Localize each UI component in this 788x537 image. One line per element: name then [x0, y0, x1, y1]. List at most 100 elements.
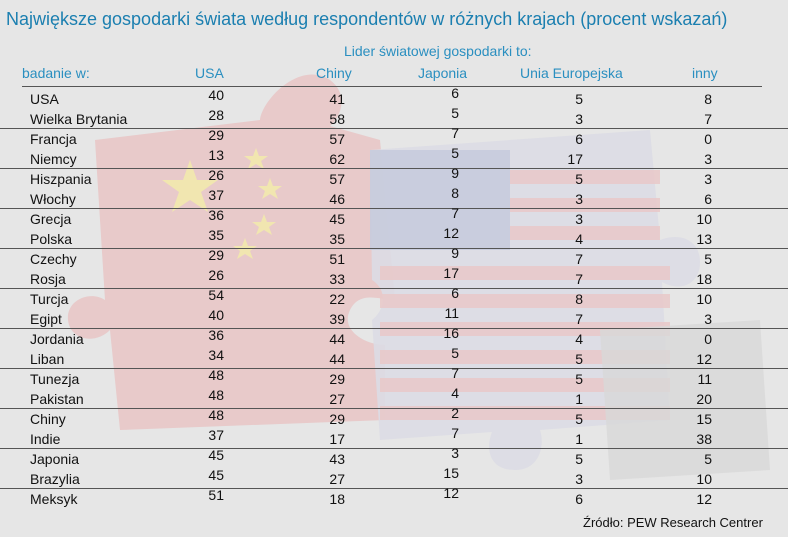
cell-country: Meksyk	[30, 491, 78, 507]
cell-japonia: 7	[451, 425, 459, 441]
cell-country: Czechy	[30, 251, 77, 267]
cell-chiny: 44	[329, 331, 345, 347]
cell-chiny: 58	[329, 111, 345, 127]
cell-country: Francja	[30, 131, 77, 147]
cell-country: Jordania	[30, 331, 84, 347]
table-row: Włochy 37 46 8 3 6	[0, 185, 788, 209]
cell-japonia: 6	[451, 85, 459, 101]
table-row: Czechy 29 51 9 7 5	[0, 245, 788, 268]
cell-inny: 13	[696, 231, 712, 247]
china-flag-star	[244, 148, 268, 169]
table-row: Hiszpania 26 57 9 5 3	[0, 165, 788, 188]
cell-unia-europejska: 6	[575, 131, 583, 147]
cell-usa: 40	[208, 307, 224, 323]
cell-inny: 0	[704, 331, 712, 347]
column-header-usa: USA	[195, 65, 224, 81]
cell-japonia: 2	[451, 405, 459, 421]
usa-flag-stripes	[380, 170, 670, 420]
cell-country: Tunezja	[30, 371, 80, 387]
cell-unia-europejska: 3	[575, 471, 583, 487]
cell-inny: 5	[704, 251, 712, 267]
cell-inny: 10	[696, 291, 712, 307]
cell-inny: 3	[704, 151, 712, 167]
cell-unia-europejska: 3	[575, 211, 583, 227]
cell-country: Liban	[30, 351, 65, 367]
cell-usa: 48	[208, 387, 224, 403]
chart-title: Największe gospodarki świata według resp…	[6, 9, 728, 29]
cell-unia-europejska: 8	[575, 291, 583, 307]
grey-puzzle-piece	[600, 320, 770, 480]
cell-usa: 48	[208, 367, 224, 383]
cell-chiny: 17	[329, 431, 345, 447]
cell-japonia: 12	[443, 485, 459, 501]
cell-japonia: 7	[451, 205, 459, 221]
cell-japonia: 15	[443, 465, 459, 481]
cell-usa: 35	[208, 227, 224, 243]
column-header-japonia: Japonia	[418, 65, 468, 81]
cell-japonia: 7	[451, 125, 459, 141]
china-flag-star	[252, 214, 276, 235]
source-note: Źródło: PEW Research Centrer	[583, 515, 763, 530]
table-row: Jordania 36 44 16 4 0	[0, 325, 788, 348]
table-row: Francja 29 57 7 6 0	[0, 125, 788, 148]
cell-japonia: 11	[444, 305, 459, 321]
table-row: Polska 35 35 12 4 13	[0, 225, 788, 249]
china-flag-puzzle-piece	[67, 74, 396, 431]
cell-inny: 12	[696, 491, 712, 507]
chart-subtitle: Lider światowej gospodarki to:	[344, 43, 532, 59]
cell-unia-europejska: 5	[575, 351, 583, 367]
cell-country: Indie	[30, 431, 61, 447]
table-row: Chiny 48 29 2 5 15	[0, 405, 788, 428]
cell-japonia: 6	[451, 285, 459, 301]
cell-unia-europejska: 3	[575, 191, 583, 207]
cell-unia-europejska: 7	[575, 311, 583, 327]
cell-unia-europejska: 1	[575, 431, 583, 447]
cell-country: Brazylia	[30, 471, 80, 487]
table-row: Turcja 54 22 6 8 10	[0, 285, 788, 308]
cell-usa: 51	[208, 487, 224, 503]
cell-inny: 12	[696, 351, 712, 367]
cell-inny: 8	[704, 91, 712, 107]
cell-usa: 29	[208, 127, 224, 143]
cell-country: Polska	[30, 231, 73, 247]
table-row: Brazylia 45 27 15 3 10	[0, 465, 788, 489]
cell-usa: 40	[208, 87, 224, 103]
table-row: Wielka Brytania 28 58 5 3 7	[0, 105, 788, 129]
cell-usa: 54	[208, 287, 224, 303]
cell-country: Rosja	[30, 271, 66, 287]
cell-inny: 11	[697, 371, 712, 387]
cell-japonia: 9	[451, 245, 459, 261]
cell-country: USA	[30, 91, 59, 107]
cell-unia-europejska: 5	[575, 171, 583, 187]
cell-japonia: 7	[451, 365, 459, 381]
cell-usa: 29	[208, 247, 224, 263]
cell-japonia: 12	[443, 225, 459, 241]
cell-country: Chiny	[30, 411, 66, 427]
cell-chiny: 35	[329, 231, 345, 247]
table-row: Niemcy 13 62 5 17 3	[0, 145, 788, 169]
table-row: USA 40 41 6 5 8	[0, 85, 788, 108]
china-flag-star	[258, 178, 282, 199]
cell-chiny: 29	[329, 411, 345, 427]
cell-unia-europejska: 3	[575, 111, 583, 127]
cell-usa: 45	[208, 467, 224, 483]
cell-unia-europejska: 6	[575, 491, 583, 507]
cell-country: Hiszpania	[30, 171, 92, 187]
cell-country: Włochy	[30, 191, 76, 207]
cell-chiny: 57	[329, 131, 345, 147]
cell-chiny: 29	[329, 371, 345, 387]
cell-japonia: 8	[451, 185, 459, 201]
cell-country: Egipt	[30, 311, 62, 327]
table-row: Egipt 40 39 11 7 3	[0, 305, 788, 329]
cell-unia-europejska: 5	[575, 451, 583, 467]
cell-unia-europejska: 7	[575, 271, 583, 287]
table-row: Pakistan 48 27 4 1 20	[0, 385, 788, 409]
cell-usa: 34	[208, 347, 224, 363]
cell-inny: 15	[696, 411, 712, 427]
cell-unia-europejska: 5	[575, 371, 583, 387]
cell-unia-europejska: 1	[575, 391, 583, 407]
table-row: Grecja 36 45 7 3 10	[0, 205, 788, 228]
cell-usa: 37	[208, 187, 224, 203]
cell-inny: 6	[704, 191, 712, 207]
